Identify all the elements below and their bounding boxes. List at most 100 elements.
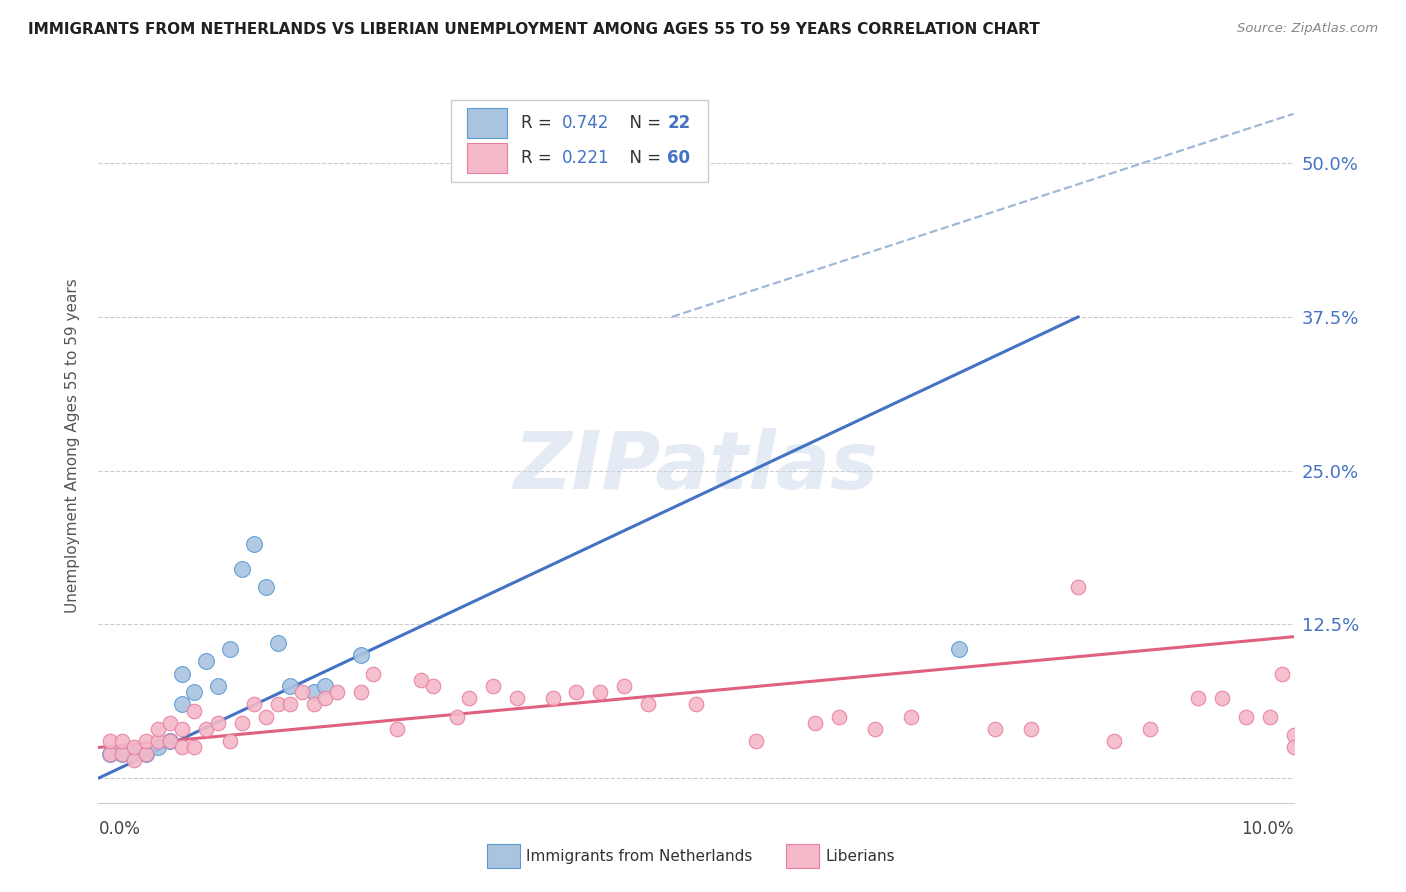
FancyBboxPatch shape xyxy=(786,844,820,869)
Point xyxy=(315,679,337,693)
Text: 0.742: 0.742 xyxy=(562,114,609,132)
Point xyxy=(243,698,266,712)
Point xyxy=(1282,728,1305,742)
FancyBboxPatch shape xyxy=(467,109,508,138)
Point xyxy=(243,537,266,551)
Point xyxy=(148,734,170,748)
Point xyxy=(267,698,290,712)
Point xyxy=(111,747,134,761)
FancyBboxPatch shape xyxy=(467,144,508,173)
Point xyxy=(267,636,290,650)
Point xyxy=(219,734,242,748)
Point xyxy=(124,753,146,767)
Point xyxy=(804,715,827,730)
Point xyxy=(350,685,373,699)
Point xyxy=(291,685,314,699)
Point xyxy=(231,562,253,576)
Text: 22: 22 xyxy=(668,114,690,132)
Point xyxy=(326,685,349,699)
Point xyxy=(1211,691,1233,706)
Point xyxy=(1234,709,1257,723)
Text: Liberians: Liberians xyxy=(825,849,894,863)
Point xyxy=(865,722,887,736)
Point xyxy=(195,722,218,736)
Point xyxy=(124,747,146,761)
Point xyxy=(1258,709,1281,723)
FancyBboxPatch shape xyxy=(451,100,709,182)
Point xyxy=(183,685,205,699)
FancyBboxPatch shape xyxy=(486,844,520,869)
Point xyxy=(172,666,194,681)
Point xyxy=(100,734,122,748)
Point xyxy=(159,734,181,748)
Text: R =: R = xyxy=(522,114,558,132)
Point xyxy=(302,698,325,712)
Text: 60: 60 xyxy=(668,150,690,168)
Point xyxy=(135,734,157,748)
Point xyxy=(1139,722,1161,736)
Point xyxy=(172,698,194,712)
Point xyxy=(124,740,146,755)
Point xyxy=(685,698,707,712)
Point xyxy=(100,747,122,761)
Point xyxy=(1104,734,1126,748)
Point xyxy=(1019,722,1042,736)
Point xyxy=(1187,691,1209,706)
Point xyxy=(481,679,505,693)
Point xyxy=(948,642,970,657)
Point xyxy=(183,740,205,755)
Point xyxy=(565,685,588,699)
Text: IMMIGRANTS FROM NETHERLANDS VS LIBERIAN UNEMPLOYMENT AMONG AGES 55 TO 59 YEARS C: IMMIGRANTS FROM NETHERLANDS VS LIBERIAN … xyxy=(28,22,1040,37)
Point xyxy=(745,734,768,748)
Point xyxy=(363,666,385,681)
Point xyxy=(219,642,242,657)
Point xyxy=(111,747,134,761)
Point xyxy=(159,715,181,730)
Point xyxy=(1271,666,1294,681)
Point xyxy=(207,679,229,693)
Text: N =: N = xyxy=(620,114,666,132)
Point xyxy=(278,679,301,693)
Text: R =: R = xyxy=(522,150,558,168)
Point xyxy=(254,709,277,723)
Point xyxy=(637,698,659,712)
Text: ZIPatlas: ZIPatlas xyxy=(513,428,879,507)
Y-axis label: Unemployment Among Ages 55 to 59 years: Unemployment Among Ages 55 to 59 years xyxy=(65,278,80,614)
Point xyxy=(506,691,529,706)
Point xyxy=(207,715,229,730)
Point xyxy=(385,722,409,736)
Point xyxy=(231,715,253,730)
Point xyxy=(613,679,636,693)
Point xyxy=(172,740,194,755)
Point xyxy=(984,722,1007,736)
Text: Immigrants from Netherlands: Immigrants from Netherlands xyxy=(526,849,752,863)
Point xyxy=(1067,581,1090,595)
Point xyxy=(254,581,277,595)
Text: Source: ZipAtlas.com: Source: ZipAtlas.com xyxy=(1237,22,1378,36)
Point xyxy=(350,648,373,662)
Point xyxy=(661,156,683,170)
Point xyxy=(458,691,481,706)
Point xyxy=(589,685,612,699)
Point xyxy=(135,747,157,761)
Point xyxy=(411,673,433,687)
Point xyxy=(135,747,157,761)
Point xyxy=(315,691,337,706)
Point xyxy=(195,654,218,668)
Point xyxy=(111,734,134,748)
Point xyxy=(302,685,325,699)
Text: 10.0%: 10.0% xyxy=(1241,820,1294,838)
Point xyxy=(183,704,205,718)
Point xyxy=(148,722,170,736)
Point xyxy=(100,747,122,761)
Point xyxy=(278,698,301,712)
Point xyxy=(446,709,468,723)
Text: 0.221: 0.221 xyxy=(562,150,610,168)
Point xyxy=(1282,740,1305,755)
Point xyxy=(900,709,922,723)
Point xyxy=(172,722,194,736)
Point xyxy=(828,709,851,723)
Text: 0.0%: 0.0% xyxy=(98,820,141,838)
Text: N =: N = xyxy=(620,150,666,168)
Point xyxy=(159,734,181,748)
